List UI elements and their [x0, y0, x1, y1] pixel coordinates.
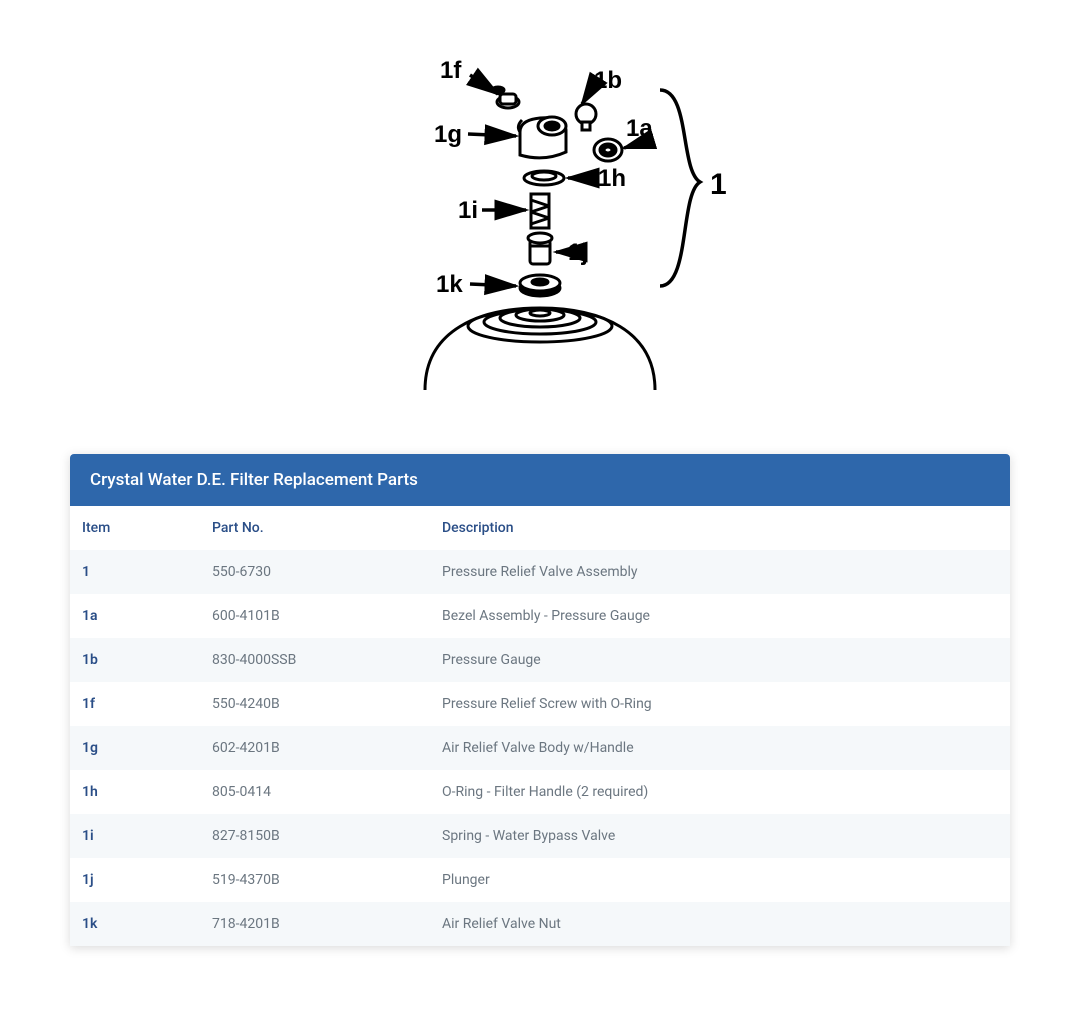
diagram-label-1b: 1b [594, 67, 622, 94]
cell-part-no: 519-4370B [200, 858, 430, 902]
col-item: Item [70, 506, 200, 550]
table-row: 1a600-4101BBezel Assembly - Pressure Gau… [70, 594, 1010, 638]
cell-description: Plunger [430, 858, 1010, 902]
cell-description: O-Ring - Filter Handle (2 required) [430, 770, 1010, 814]
cell-part-no: 600-4101B [200, 594, 430, 638]
cell-item: 1j [70, 858, 200, 902]
cell-item: 1a [70, 594, 200, 638]
cell-item: 1k [70, 902, 200, 946]
cell-part-no: 718-4201B [200, 902, 430, 946]
table-row: 1550-6730Pressure Relief Valve Assembly [70, 550, 1010, 594]
cell-part-no: 550-4240B [200, 682, 430, 726]
exploded-diagram: 1f 1b 1a 1g 1h 1i 1j 1k 1 [0, 0, 1080, 454]
cell-description: Air Relief Valve Nut [430, 902, 1010, 946]
cell-item: 1f [70, 682, 200, 726]
diagram-label-1i: 1i [458, 197, 478, 224]
col-part: Part No. [200, 506, 430, 550]
cell-description: Pressure Relief Valve Assembly [430, 550, 1010, 594]
cell-part-no: 830-4000SSB [200, 638, 430, 682]
table-row: 1b830-4000SSBPressure Gauge [70, 638, 1010, 682]
cell-item: 1i [70, 814, 200, 858]
diagram-label-1: 1 [710, 168, 727, 201]
cell-item: 1h [70, 770, 200, 814]
diagram-label-1k: 1k [436, 271, 463, 298]
cell-item: 1g [70, 726, 200, 770]
cell-part-no: 550-6730 [200, 550, 430, 594]
table-row: 1f550-4240BPressure Relief Screw with O-… [70, 682, 1010, 726]
diagram-label-1g: 1g [434, 121, 462, 148]
diagram-svg: 1f 1b 1a 1g 1h 1i 1j 1k 1 [330, 30, 750, 400]
cell-part-no: 805-0414 [200, 770, 430, 814]
table-row: 1j519-4370BPlunger [70, 858, 1010, 902]
parts-table-header-row: Item Part No. Description [70, 506, 1010, 550]
cell-part-no: 827-8150B [200, 814, 430, 858]
cell-description: Bezel Assembly - Pressure Gauge [430, 594, 1010, 638]
table-row: 1h805-0414O-Ring - Filter Handle (2 requ… [70, 770, 1010, 814]
diagram-label-1h: 1h [598, 165, 626, 192]
cell-item: 1b [70, 638, 200, 682]
parts-table: Item Part No. Description 1550-6730Press… [70, 506, 1010, 946]
diagram-label-1a: 1a [626, 115, 653, 142]
cell-item: 1 [70, 550, 200, 594]
cell-description: Pressure Relief Screw with O-Ring [430, 682, 1010, 726]
table-row: 1i827-8150BSpring - Water Bypass Valve [70, 814, 1010, 858]
cell-part-no: 602-4201B [200, 726, 430, 770]
table-row: 1g602-4201BAir Relief Valve Body w/Handl… [70, 726, 1010, 770]
parts-table-title: Crystal Water D.E. Filter Replacement Pa… [70, 454, 1010, 506]
diagram-label-1f: 1f [440, 57, 462, 84]
table-row: 1k718-4201BAir Relief Valve Nut [70, 902, 1010, 946]
cell-description: Air Relief Valve Body w/Handle [430, 726, 1010, 770]
col-desc: Description [430, 506, 1010, 550]
cell-description: Spring - Water Bypass Valve [430, 814, 1010, 858]
cell-description: Pressure Gauge [430, 638, 1010, 682]
parts-card: Crystal Water D.E. Filter Replacement Pa… [70, 454, 1010, 946]
